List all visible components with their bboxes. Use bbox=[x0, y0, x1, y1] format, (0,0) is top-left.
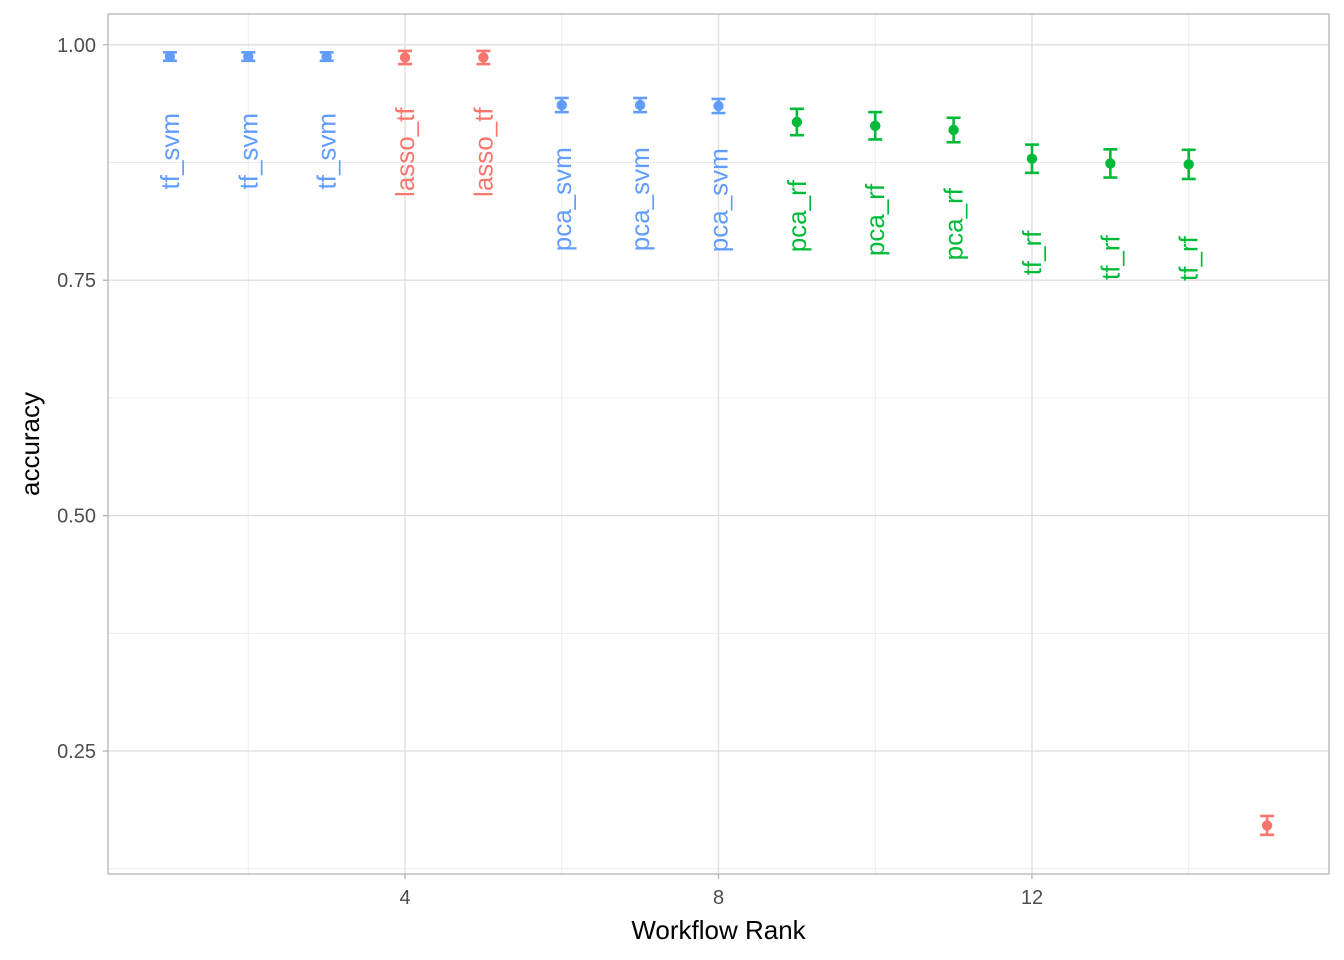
data-point bbox=[556, 99, 567, 111]
x-axis-title: Workflow Rank bbox=[631, 915, 806, 945]
point-label: tf_rf bbox=[1174, 235, 1204, 281]
data-point bbox=[1261, 820, 1273, 831]
y-axis-title: accuracy bbox=[15, 392, 45, 496]
y-tick-label: 0.50 bbox=[57, 506, 96, 528]
data-point bbox=[164, 51, 176, 62]
data-point bbox=[948, 124, 959, 136]
data-point bbox=[713, 100, 724, 112]
point-label: tf_svm bbox=[155, 113, 185, 190]
point-label: pca_svm bbox=[625, 147, 655, 251]
point-label: tf_svm bbox=[233, 113, 263, 190]
point-layer bbox=[164, 51, 1273, 831]
y-tick-label: 1.00 bbox=[57, 35, 96, 57]
y-tick-label: 0.25 bbox=[57, 741, 96, 763]
x-tick-label: 8 bbox=[713, 887, 724, 909]
point-label: lasso_tf bbox=[468, 107, 498, 197]
data-point bbox=[791, 116, 803, 128]
data-point bbox=[870, 120, 881, 131]
y-tick-label: 0.75 bbox=[57, 270, 96, 292]
point-label: pca_rf bbox=[860, 183, 890, 256]
data-point bbox=[1105, 158, 1116, 169]
point-label: tf_rf bbox=[1017, 230, 1047, 276]
point-label-layer: tf_svm tf_svm tf_svm lasso_tf lasso_tf pca_sv… bbox=[155, 107, 1204, 281]
x-tick-label: 4 bbox=[399, 887, 410, 909]
point-label: pca_rf bbox=[939, 187, 969, 260]
tick-layer: 4 8 12 0.25 0.50 0.75 1.00 bbox=[57, 35, 1043, 909]
data-point bbox=[321, 51, 332, 62]
point-label: tf_svm bbox=[312, 113, 342, 190]
x-tick-label: 12 bbox=[1021, 887, 1043, 909]
point-label: pca_rf bbox=[782, 179, 812, 252]
data-point bbox=[399, 52, 411, 63]
point-label: tf_rf bbox=[1095, 234, 1125, 280]
data-point bbox=[478, 52, 489, 63]
data-point bbox=[1026, 153, 1038, 164]
data-point bbox=[243, 51, 254, 62]
data-point bbox=[634, 99, 646, 111]
point-label: pca_svm bbox=[547, 147, 577, 251]
point-label: lasso_tf bbox=[390, 107, 420, 197]
grid-layer bbox=[108, 14, 1329, 874]
data-point bbox=[1183, 159, 1194, 170]
point-label: pca_svm bbox=[704, 148, 734, 252]
